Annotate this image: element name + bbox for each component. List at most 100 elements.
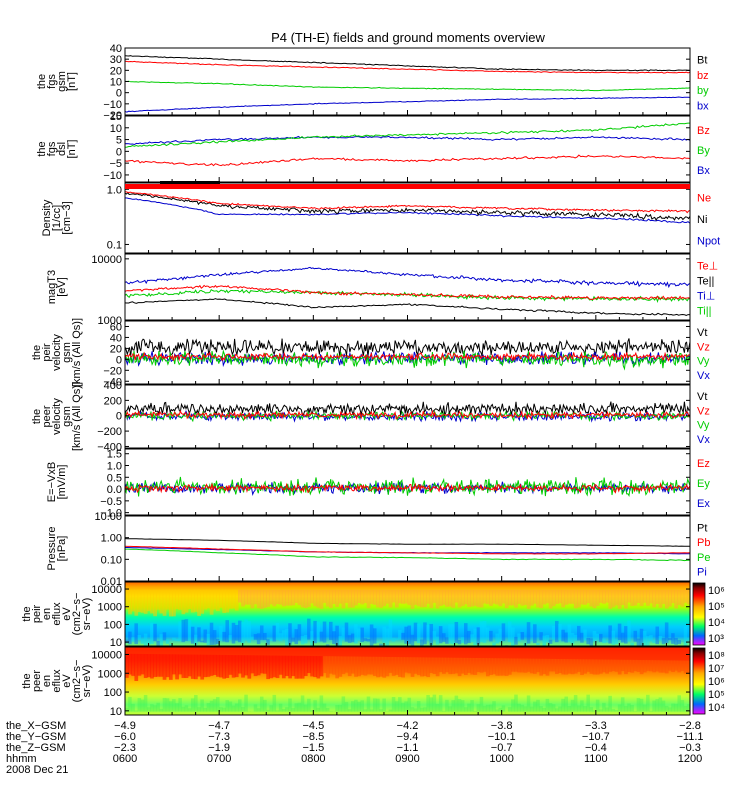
- legend-label: Ez: [697, 458, 710, 470]
- series-group-fgs-gsm: [125, 55, 690, 113]
- series-group-pressure: [125, 538, 690, 562]
- ex-series: [125, 480, 690, 496]
- panel-efield: Ez Ey Ex 1.51.00.50.0−0.5−1.0 E=−VxB[mV/m]: [46, 448, 710, 520]
- y-axis-label: [nPa]: [56, 536, 68, 562]
- colorbar-peer-spectrogram: [692, 647, 706, 715]
- bx-dsl-series: [125, 135, 690, 146]
- y-axis-label: [nT]: [66, 72, 78, 91]
- vx-peir-series: [125, 350, 690, 368]
- y-axis-label: fgs: [46, 141, 58, 156]
- by-dsl-series: [125, 122, 690, 148]
- footer-value: −3.3: [585, 720, 607, 732]
- colorbar-label: 10⁴: [708, 617, 725, 629]
- y-axis-label: en: [41, 608, 53, 620]
- footer-value: −0.4: [585, 742, 607, 754]
- footer-value: −1.1: [397, 742, 419, 754]
- y-axis-label: the: [21, 606, 33, 621]
- y-axis-label: velocity: [51, 334, 63, 371]
- colorbar-label: 10⁸: [708, 650, 725, 662]
- legend-label: Te⊥: [697, 261, 718, 273]
- y-tick-label: 10000: [91, 254, 122, 266]
- footer-value: −0.7: [491, 742, 513, 754]
- y-tick-label: 0.5: [107, 472, 122, 484]
- bz-series: [125, 60, 690, 74]
- footer-value: −2.3: [114, 742, 136, 754]
- y-tick-label: −200: [97, 426, 122, 438]
- y-tick-label: 40: [110, 43, 122, 55]
- y-axis-label: [mV/m]: [56, 465, 68, 500]
- y-axis-label: [km/s (All Qs)]: [71, 318, 83, 387]
- y-axis-label: sr−eV): [81, 598, 93, 631]
- y-axis-label: the: [31, 409, 43, 424]
- y-axis-label: fgs: [46, 74, 58, 89]
- footer-value: −10.1: [488, 731, 516, 743]
- y-tick-label: −400: [97, 441, 122, 453]
- ez-series: [125, 481, 690, 494]
- footer-value: −1.9: [208, 742, 230, 754]
- y-tick-label: −20: [103, 365, 122, 377]
- footer-value: 1100: [584, 753, 608, 765]
- legend-label: Pe: [697, 552, 710, 564]
- y-tick-label: −5: [109, 158, 122, 170]
- y-axis-label: sr−eV): [81, 665, 93, 698]
- legend-label: Ne: [697, 193, 711, 205]
- y-axis-label: [1/cc]: [51, 205, 63, 231]
- y-axis-label: Density: [41, 199, 53, 236]
- series-group-fgs-dsl: [125, 122, 690, 167]
- legend-label: Vy: [697, 420, 710, 432]
- ne-series: [125, 191, 690, 214]
- y-axis-label: [nT]: [66, 140, 78, 159]
- footer-value: −4.9: [114, 720, 136, 732]
- footer-value: 0700: [207, 753, 231, 765]
- y-tick-label: −40: [103, 376, 122, 388]
- series-group-density: [125, 191, 690, 224]
- y-tick-label: 10000: [91, 584, 122, 596]
- footer-value: 0900: [395, 753, 419, 765]
- y-tick-label: 1000: [98, 668, 122, 680]
- y-tick-label: 20: [110, 65, 122, 77]
- y-tick-label: 40: [110, 332, 122, 344]
- y-axis-label: en: [41, 675, 53, 687]
- legend-label: Bz: [697, 125, 710, 137]
- plot-title: P4 (TH-E) fields and ground moments over…: [271, 30, 545, 45]
- y-tick-label: −10: [103, 99, 122, 111]
- y-tick-label: 10: [110, 706, 122, 718]
- panel-peer-velocity: Vt Vz Vy Vx 400 200 0 −200 −400 thepeervelocitygs…: [31, 380, 710, 453]
- y-axis-label: Pressure: [46, 526, 58, 570]
- y-tick-label: 1.0: [107, 461, 122, 473]
- legend-label: Vt: [697, 327, 707, 339]
- y-tick-label: −20: [103, 110, 122, 122]
- y-tick-label: 1.0: [107, 184, 122, 196]
- legend-label: Pb: [697, 537, 710, 549]
- legend-label: bz: [697, 70, 709, 82]
- legend-label: Te||: [697, 276, 714, 288]
- footer-value: −0.3: [679, 742, 701, 754]
- colorbar-label: 10⁷: [708, 663, 724, 675]
- footer-row-label: the_Y−GSM: [6, 731, 66, 743]
- pt-series: [125, 538, 690, 547]
- legend-label: Bx: [697, 165, 710, 177]
- colorbar-label: 10⁵: [708, 601, 725, 613]
- y-axis-label: peer: [41, 405, 53, 427]
- te-par-series: [125, 298, 690, 316]
- footer-date: 2008 Dec 21: [6, 764, 68, 776]
- y-axis-label: eflux: [51, 669, 63, 693]
- footer-value: −6.0: [114, 731, 136, 743]
- y-axis-label: gsm: [56, 71, 68, 92]
- y-tick-label: 400: [104, 380, 122, 392]
- footer-value: −4.7: [208, 720, 230, 732]
- footer-value: −4.2: [397, 720, 419, 732]
- legend-label: Npot: [697, 235, 720, 247]
- y-axis-label: (cm2−s−: [71, 593, 83, 636]
- by-series: [125, 80, 690, 92]
- footer-value: 1200: [678, 753, 702, 765]
- pb-series: [125, 545, 690, 555]
- y-tick-label: 0.0: [107, 484, 122, 496]
- footer-value: 0600: [113, 753, 137, 765]
- y-tick-label: 10.00: [94, 511, 122, 523]
- y-tick-label: 5: [116, 135, 122, 147]
